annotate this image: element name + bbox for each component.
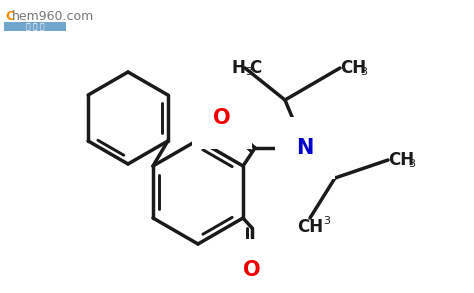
Text: O: O: [213, 108, 231, 128]
Text: 化 工 网: 化 工 网: [26, 23, 44, 32]
Text: H: H: [231, 59, 245, 77]
Text: O: O: [243, 260, 261, 280]
Text: N: N: [296, 138, 314, 158]
Text: 3: 3: [408, 159, 415, 169]
Text: CH: CH: [340, 59, 366, 77]
FancyBboxPatch shape: [4, 22, 66, 31]
Text: CH: CH: [388, 151, 414, 169]
Text: 3: 3: [323, 216, 330, 226]
Text: hem960.com: hem960.com: [12, 10, 94, 23]
Text: C: C: [5, 10, 14, 23]
Text: 3: 3: [360, 67, 367, 77]
Text: CH: CH: [297, 218, 323, 236]
Text: C: C: [249, 59, 261, 77]
Text: 3: 3: [245, 67, 252, 77]
